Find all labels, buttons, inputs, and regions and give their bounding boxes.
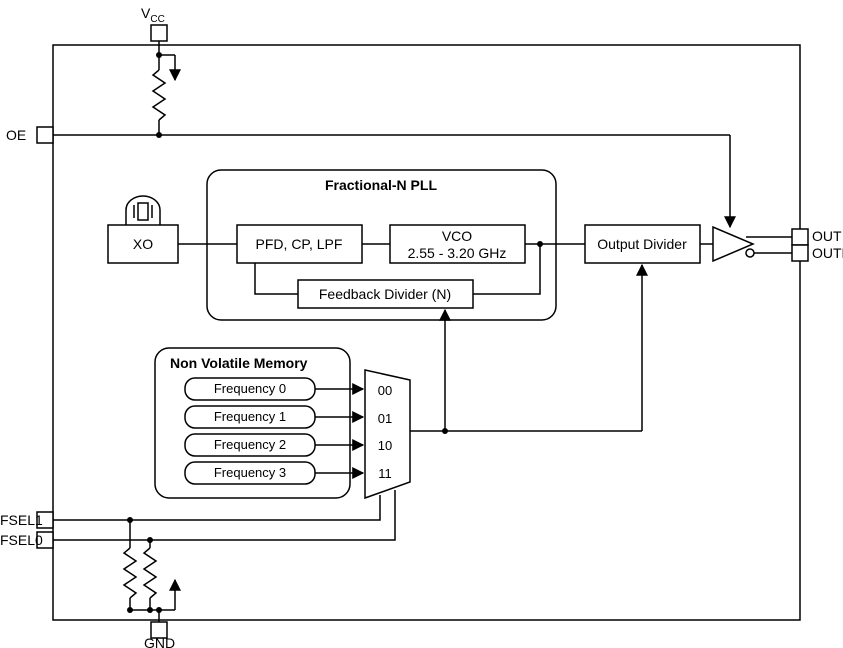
label-fbdiv: Feedback Divider (N) (319, 286, 451, 302)
mux-code-0: 00 (378, 383, 392, 398)
label-fsel1: FSEL1 (0, 512, 43, 528)
pin-oe (37, 127, 53, 143)
pin-out (792, 229, 808, 245)
label-odiv: Output Divider (597, 236, 687, 252)
pin-vcc (151, 25, 167, 41)
label-pfd: PFD, CP, LPF (256, 236, 343, 252)
label-outn: OUTN (812, 245, 843, 261)
chip-outline (53, 45, 800, 620)
label-freq1: Frequency 1 (214, 409, 286, 424)
label-vco-1: VCO (442, 228, 472, 244)
dot-fb-tap (537, 241, 543, 247)
label-vco-2: 2.55 - 3.20 GHz (408, 245, 507, 261)
label-freq3: Frequency 3 (214, 465, 286, 480)
mux-code-1: 01 (378, 411, 392, 426)
label-oe: OE (6, 127, 26, 143)
mux-code-3: 11 (378, 466, 392, 481)
label-xo: XO (133, 236, 153, 252)
label-fsel0: FSEL0 (0, 532, 43, 548)
label-vcc: VCC (141, 5, 165, 25)
title-nvm: Non Volatile Memory (170, 355, 308, 371)
pin-outn (792, 245, 808, 261)
label-freq2: Frequency 2 (214, 437, 286, 452)
label-gnd: GND (144, 635, 175, 648)
label-out: OUT (812, 228, 842, 244)
mux-code-2: 10 (378, 438, 392, 453)
label-freq0: Frequency 0 (214, 381, 286, 396)
title-pll: Fractional-N PLL (325, 177, 437, 193)
